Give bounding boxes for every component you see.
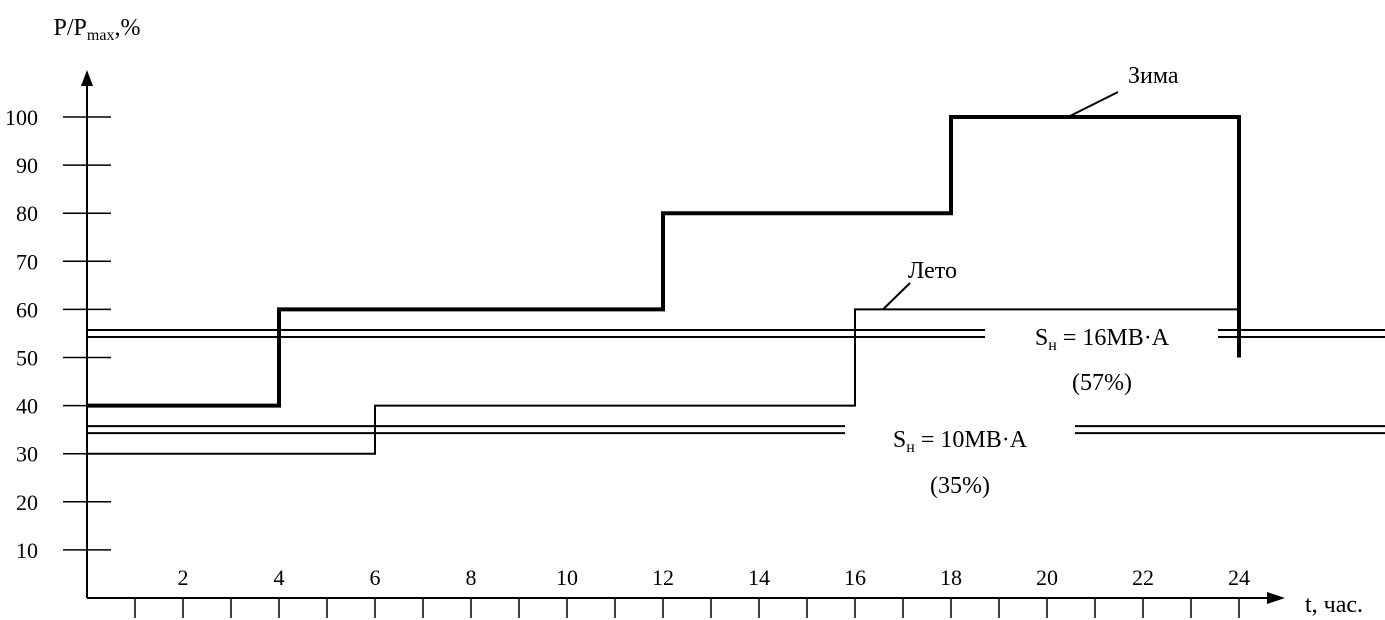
y-tick-label: 100 <box>5 105 38 130</box>
y-tick-label: 10 <box>16 538 38 563</box>
x-tick-label: 6 <box>370 565 381 590</box>
y-tick-label: 30 <box>16 442 38 467</box>
x-tick-label: 10 <box>556 565 578 590</box>
x-tick-label: 18 <box>940 565 962 590</box>
x-axis-arrow-icon <box>1267 592 1285 604</box>
x-tick-label: 16 <box>844 565 866 590</box>
series-line-winter <box>87 115 1241 408</box>
y-tick-label: 50 <box>16 346 38 371</box>
x-tick-label: 22 <box>1132 565 1154 590</box>
axes <box>63 70 1285 618</box>
x-axis-title: t, час. <box>1305 592 1363 618</box>
y-tick-label: 80 <box>16 201 38 226</box>
reference-line-percent: (57%) <box>1072 370 1132 396</box>
y-tick-label: 20 <box>16 490 38 515</box>
x-tick-label: 20 <box>1036 565 1058 590</box>
x-tick-label: 24 <box>1228 565 1250 590</box>
y-axis-arrow-icon <box>81 70 93 86</box>
x-tick-label: 8 <box>466 565 477 590</box>
y-tick-label: 60 <box>16 297 38 322</box>
x-tick-label: 4 <box>274 565 285 590</box>
x-tick-label: 14 <box>748 565 770 590</box>
y-axis-title: P/Pmax,% <box>54 15 141 44</box>
reference-line-label: Sн = 16МВ·А <box>1035 325 1170 354</box>
x-tick-label: 12 <box>652 565 674 590</box>
x-tick-label: 2 <box>178 565 189 590</box>
reference-line-label: Sн = 10МВ·А <box>893 427 1028 456</box>
y-tick-label: 40 <box>16 394 38 419</box>
series <box>87 91 1241 455</box>
y-tick-label: 90 <box>16 153 38 178</box>
reference-line-percent: (35%) <box>930 473 990 499</box>
series-name-label: Лето <box>908 258 957 284</box>
reference-lines <box>88 328 1385 435</box>
series-leader-line <box>1067 91 1119 118</box>
series-line-summer <box>87 308 1239 455</box>
series-name-label: Зима <box>1128 63 1179 89</box>
y-tick-label: 70 <box>16 249 38 274</box>
series-leader-line <box>882 282 911 311</box>
